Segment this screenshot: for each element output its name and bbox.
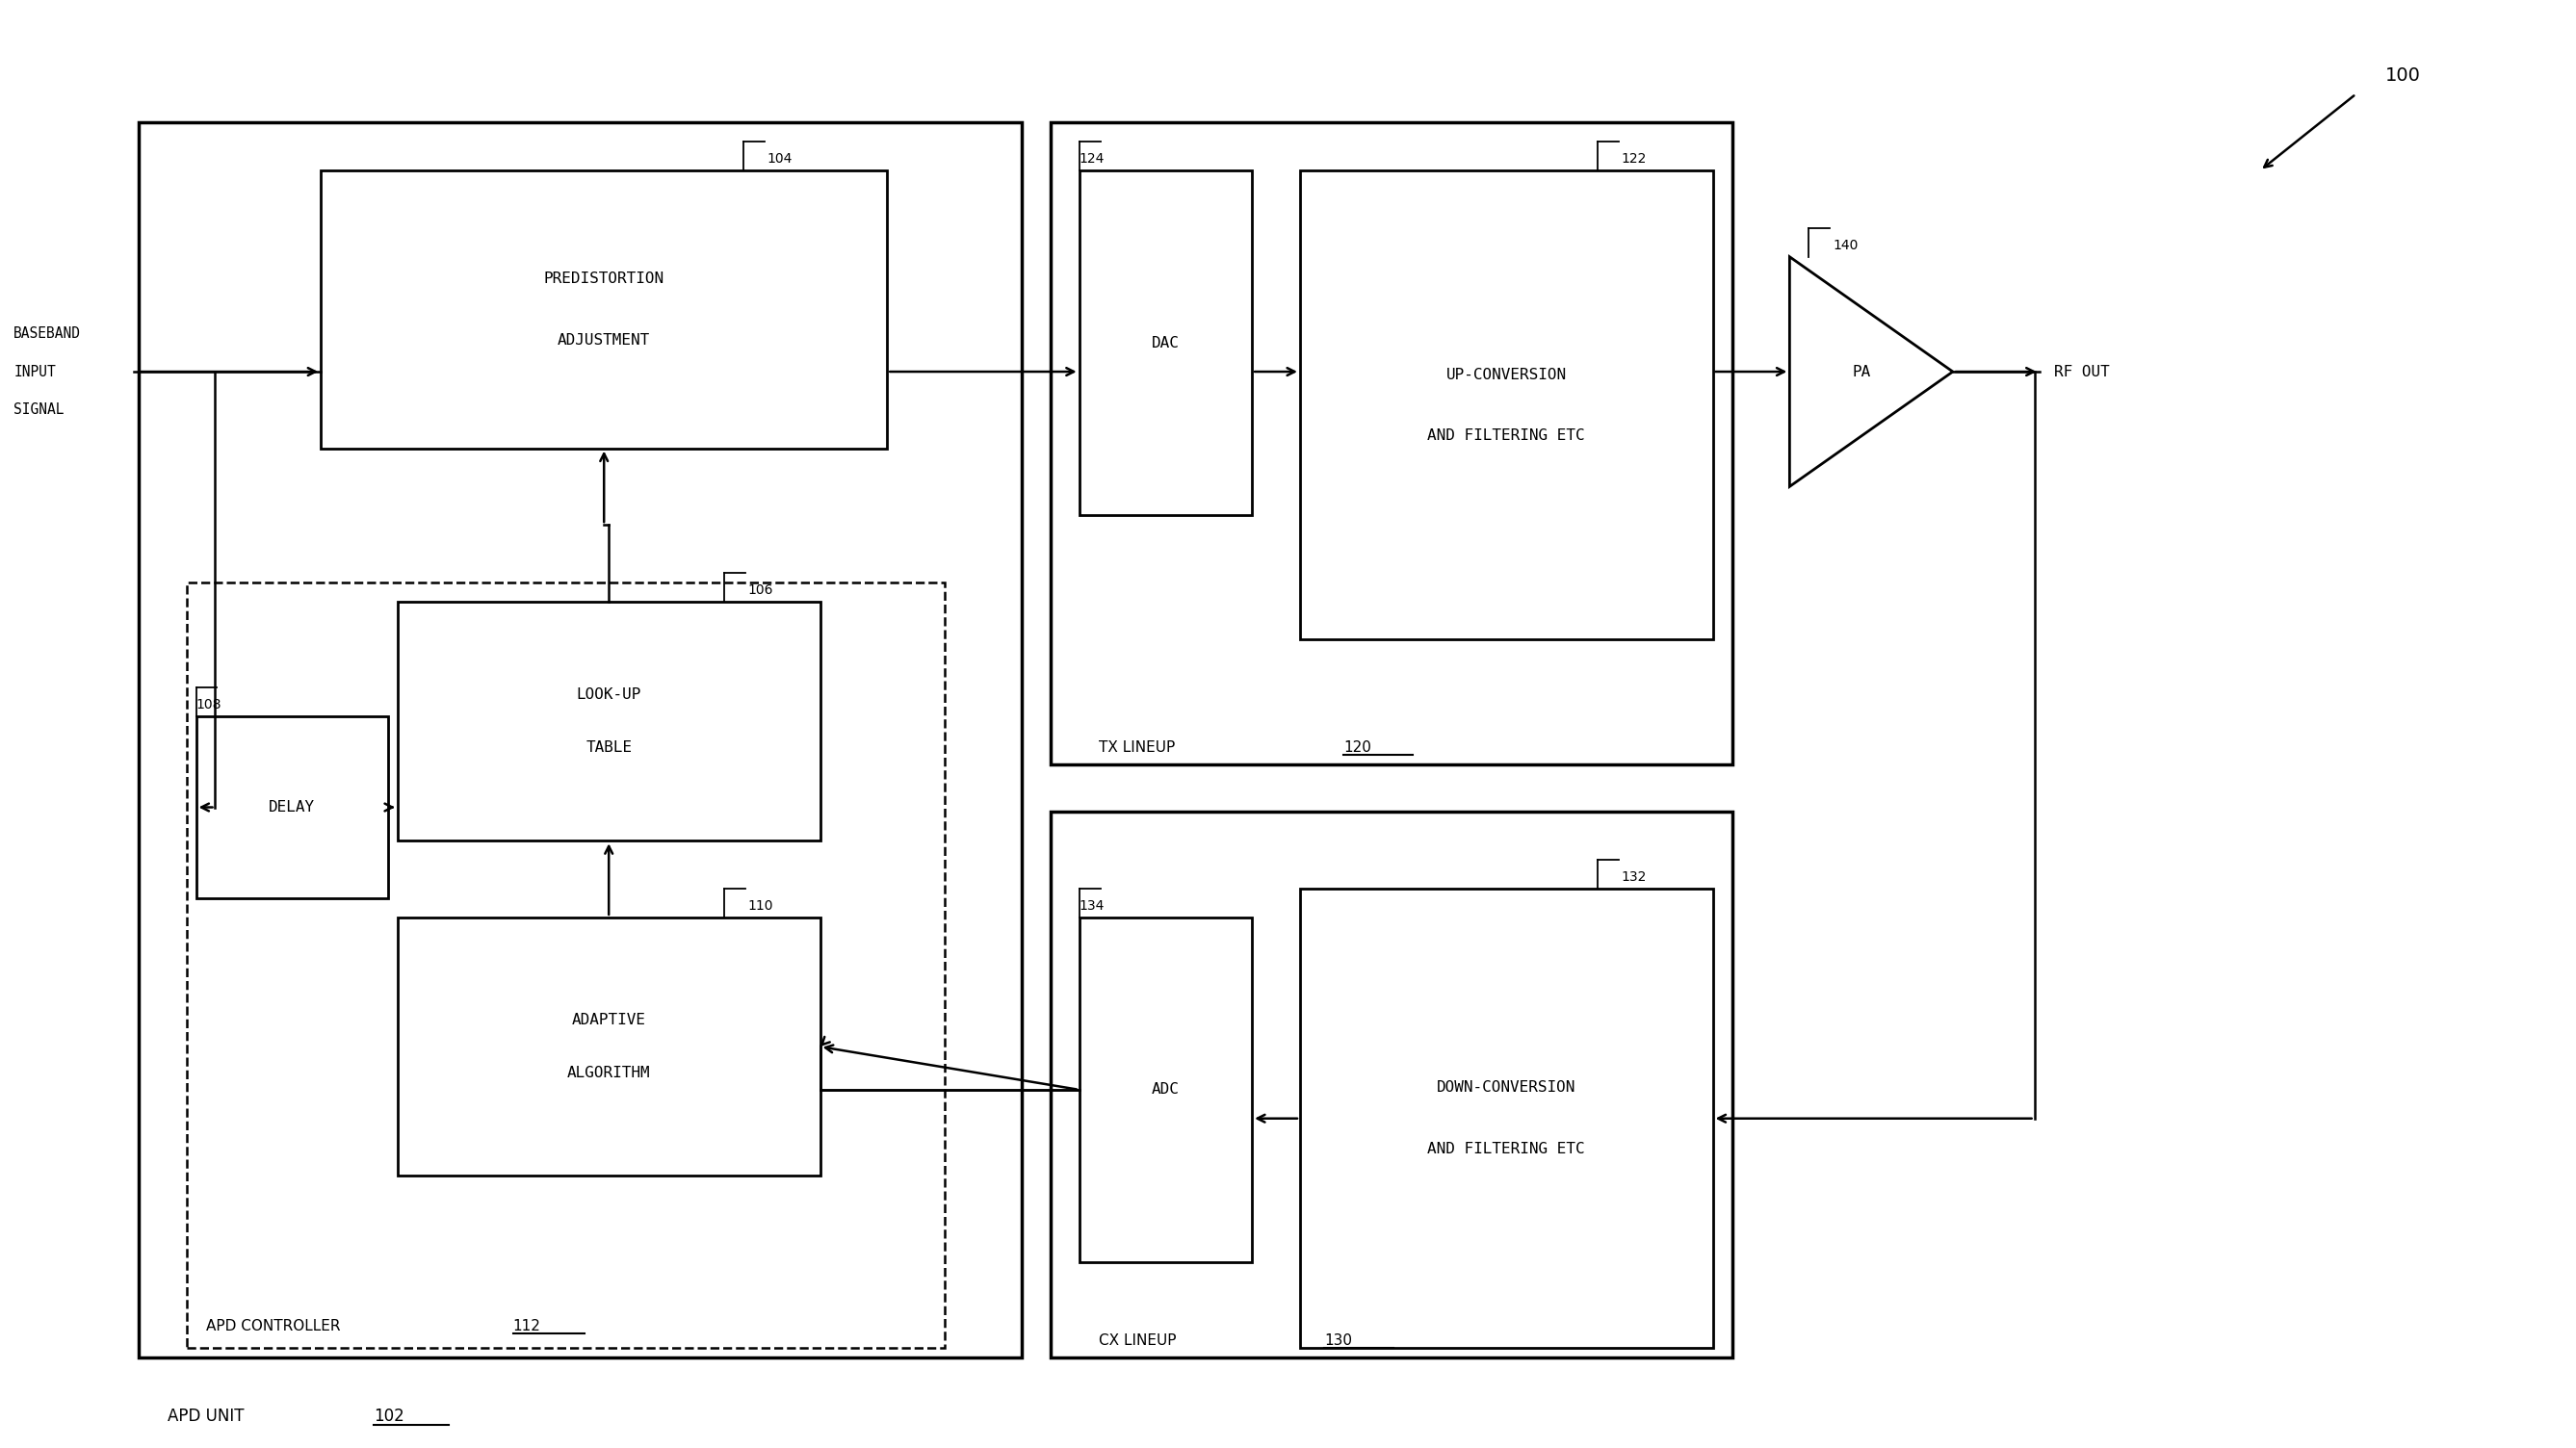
Text: 112: 112 — [513, 1319, 541, 1334]
Bar — [1051, 812, 1731, 1358]
Text: 134: 134 — [1079, 899, 1105, 912]
Text: ALGORITHM: ALGORITHM — [567, 1066, 652, 1080]
Text: LOOK-UP: LOOK-UP — [577, 688, 641, 701]
Text: 102: 102 — [374, 1407, 404, 1425]
Bar — [397, 918, 819, 1176]
Text: RF OUT: RF OUT — [2053, 365, 2110, 379]
Text: PREDISTORTION: PREDISTORTION — [544, 272, 665, 287]
Bar — [1079, 918, 1252, 1263]
Text: APD CONTROLLER: APD CONTROLLER — [206, 1319, 340, 1334]
Bar — [1051, 123, 1731, 765]
Text: TX LINEUP: TX LINEUP — [1097, 740, 1175, 754]
Text: DOWN-CONVERSION: DOWN-CONVERSION — [1437, 1080, 1577, 1095]
Bar — [322, 171, 886, 449]
Text: ADAPTIVE: ADAPTIVE — [572, 1012, 647, 1027]
Bar — [1301, 171, 1713, 640]
Text: ADJUSTMENT: ADJUSTMENT — [556, 333, 649, 348]
Text: AND FILTERING ETC: AND FILTERING ETC — [1427, 1142, 1584, 1157]
Text: 130: 130 — [1324, 1334, 1352, 1348]
Text: 108: 108 — [196, 698, 222, 711]
Bar — [185, 582, 945, 1348]
Text: 132: 132 — [1623, 870, 1646, 883]
Text: AND FILTERING ETC: AND FILTERING ETC — [1427, 429, 1584, 443]
Text: ADC: ADC — [1151, 1083, 1180, 1098]
Text: 104: 104 — [768, 152, 793, 167]
Text: 120: 120 — [1342, 740, 1370, 754]
Text: TABLE: TABLE — [585, 741, 631, 756]
Text: PA: PA — [1852, 365, 1870, 379]
Text: 140: 140 — [1832, 239, 1857, 252]
Bar — [1301, 889, 1713, 1348]
Bar — [397, 601, 819, 841]
Text: 106: 106 — [747, 584, 773, 597]
Text: SIGNAL: SIGNAL — [13, 403, 64, 417]
Text: DELAY: DELAY — [268, 801, 314, 815]
Text: INPUT: INPUT — [13, 365, 57, 379]
Bar — [139, 123, 1023, 1358]
Text: DAC: DAC — [1151, 336, 1180, 350]
Text: APD UNIT: APD UNIT — [167, 1407, 245, 1425]
Text: CX LINEUP: CX LINEUP — [1097, 1334, 1175, 1348]
Text: 124: 124 — [1079, 152, 1105, 167]
Text: BASEBAND: BASEBAND — [13, 326, 80, 340]
Text: 100: 100 — [2385, 67, 2421, 84]
Text: 110: 110 — [747, 899, 773, 912]
Text: 122: 122 — [1623, 152, 1646, 167]
Bar — [196, 717, 389, 898]
Bar — [1079, 171, 1252, 515]
Text: UP-CONVERSION: UP-CONVERSION — [1445, 368, 1566, 382]
